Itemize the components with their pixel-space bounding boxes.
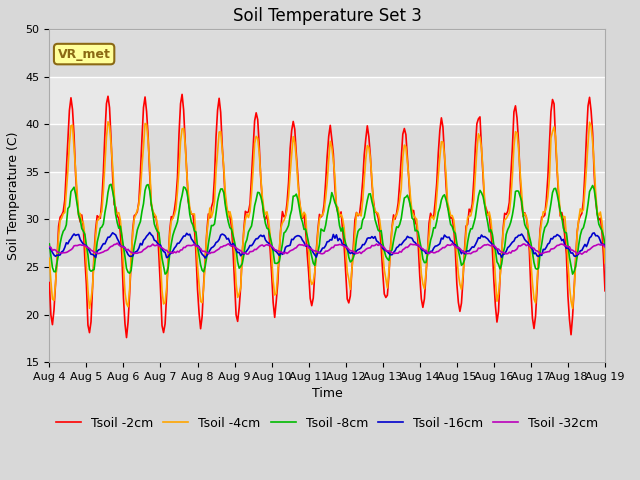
Bar	[49, 219, 605, 267]
Tsoil -16cm	[396, 241, 404, 247]
Tsoil -8cm	[535, 265, 543, 271]
Bar	[49, 172, 605, 219]
Line: Tsoil -32cm: Tsoil -32cm	[49, 243, 605, 254]
Tsoil -4cm	[601, 260, 609, 266]
Tsoil -16cm	[146, 229, 154, 235]
Tsoil -4cm	[104, 119, 112, 125]
Tsoil -16cm	[536, 252, 544, 257]
Tsoil -16cm	[202, 255, 209, 261]
Tsoil -32cm	[150, 243, 158, 249]
Title: Soil Temperature Set 3: Soil Temperature Set 3	[233, 7, 422, 25]
Tsoil -32cm	[61, 250, 68, 255]
Line: Tsoil -16cm: Tsoil -16cm	[49, 232, 605, 258]
Tsoil -2cm	[179, 92, 186, 97]
Tsoil -2cm	[396, 180, 404, 185]
Tsoil -4cm	[382, 276, 390, 282]
Tsoil -32cm	[243, 252, 251, 257]
Line: Tsoil -2cm: Tsoil -2cm	[49, 95, 605, 337]
Bar	[49, 77, 605, 124]
Tsoil -32cm	[383, 248, 391, 254]
Bar	[49, 29, 605, 77]
Tsoil -2cm	[61, 197, 68, 203]
Line: Tsoil -8cm: Tsoil -8cm	[49, 184, 605, 274]
Tsoil -8cm	[569, 271, 577, 277]
Tsoil -32cm	[396, 249, 404, 254]
Tsoil -4cm	[150, 211, 158, 216]
Text: VR_met: VR_met	[58, 48, 111, 60]
Tsoil -16cm	[45, 245, 53, 251]
Tsoil -2cm	[365, 134, 372, 140]
Y-axis label: Soil Temperature (C): Soil Temperature (C)	[7, 132, 20, 260]
Tsoil -32cm	[45, 244, 53, 250]
Tsoil -8cm	[394, 225, 402, 230]
Tsoil -2cm	[536, 226, 544, 232]
Bar	[49, 124, 605, 172]
Tsoil -16cm	[365, 235, 372, 240]
Bar	[49, 314, 605, 362]
Tsoil -16cm	[150, 237, 158, 243]
Tsoil -8cm	[150, 221, 158, 227]
Bar	[49, 267, 605, 314]
Tsoil -8cm	[382, 253, 390, 259]
Tsoil -4cm	[364, 143, 371, 148]
Tsoil -32cm	[365, 245, 372, 251]
Tsoil -4cm	[535, 252, 543, 258]
Tsoil -2cm	[123, 335, 131, 340]
Legend: Tsoil -2cm, Tsoil -4cm, Tsoil -8cm, Tsoil -16cm, Tsoil -32cm: Tsoil -2cm, Tsoil -4cm, Tsoil -8cm, Tsoi…	[51, 412, 604, 435]
Tsoil -4cm	[45, 255, 53, 261]
Tsoil -32cm	[536, 251, 544, 257]
Tsoil -8cm	[364, 197, 371, 203]
Tsoil -16cm	[383, 249, 391, 254]
Tsoil -32cm	[601, 244, 609, 250]
Tsoil -16cm	[601, 243, 609, 249]
Tsoil -2cm	[601, 288, 609, 294]
Tsoil -8cm	[601, 241, 609, 247]
Tsoil -32cm	[113, 240, 121, 246]
Tsoil -2cm	[383, 292, 391, 298]
Tsoil -4cm	[569, 305, 577, 311]
Tsoil -16cm	[61, 244, 68, 250]
Tsoil -2cm	[150, 215, 158, 220]
Tsoil -4cm	[61, 210, 68, 216]
X-axis label: Time: Time	[312, 387, 342, 400]
Line: Tsoil -4cm: Tsoil -4cm	[49, 122, 605, 308]
Tsoil -2cm	[45, 280, 53, 286]
Tsoil -8cm	[45, 241, 53, 247]
Tsoil -8cm	[61, 227, 68, 232]
Tsoil -4cm	[394, 207, 402, 213]
Tsoil -8cm	[108, 181, 115, 187]
